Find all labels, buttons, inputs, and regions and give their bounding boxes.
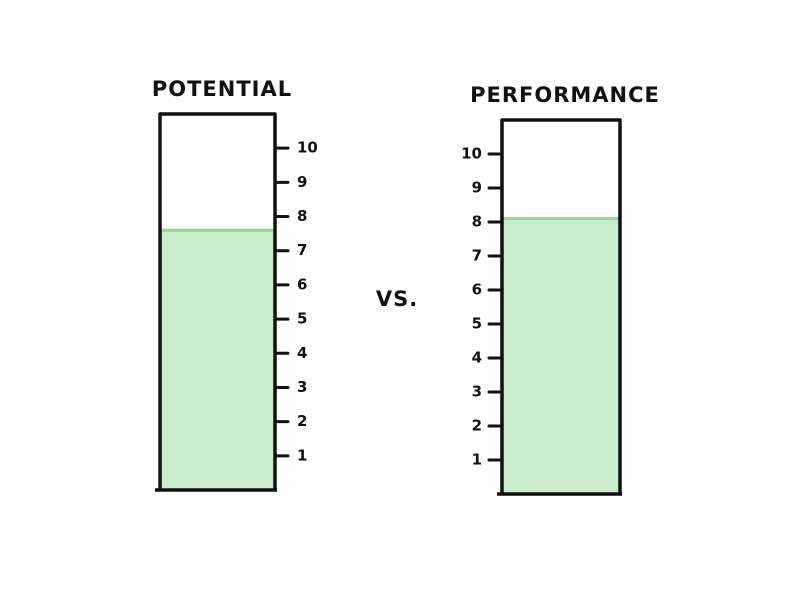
y-tick-label: 9	[472, 179, 482, 197]
y-tick-label: 6	[472, 281, 482, 299]
y-tick-label: 1	[297, 446, 307, 464]
y-tick-label: 7	[297, 241, 307, 259]
y-tick-label: 4	[297, 344, 307, 362]
y-tick-label: 4	[472, 349, 482, 367]
y-tick-label: 5	[472, 315, 482, 333]
y-tick-label: 7	[472, 247, 482, 265]
y-tick-label: 5	[297, 310, 307, 328]
gauge-title: POTENTIAL	[152, 77, 292, 101]
y-tick-label: 10	[461, 145, 482, 163]
y-tick-label: 8	[472, 213, 482, 231]
gauge-fill	[502, 218, 620, 494]
y-tick-label: 8	[297, 207, 307, 225]
y-tick-label: 1	[472, 451, 482, 469]
vs-label: VS.	[376, 287, 418, 311]
y-tick-label: 6	[297, 275, 307, 293]
y-tick-label: 2	[297, 412, 307, 430]
y-tick-label: 10	[297, 139, 318, 157]
gauge-fill	[160, 230, 275, 490]
y-tick-label: 3	[472, 383, 482, 401]
y-tick-label: 2	[472, 417, 482, 435]
y-tick-label: 3	[297, 378, 307, 396]
gauge-outline	[500, 118, 622, 494]
gauge-title: PERFORMANCE	[470, 83, 660, 107]
y-tick-label: 9	[297, 173, 307, 191]
gauge-outline	[158, 112, 277, 490]
